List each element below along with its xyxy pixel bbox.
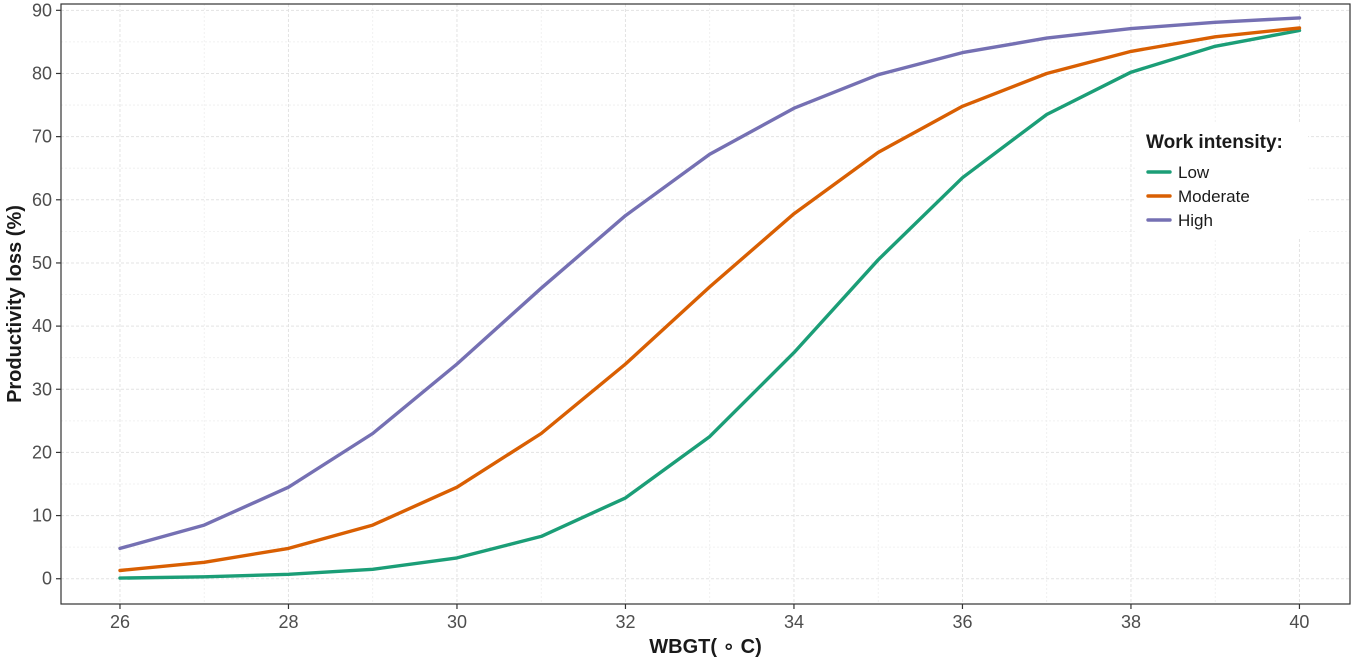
series-line-moderate [118,26,1302,573]
x-tick-label: 30 [447,612,467,632]
y-tick-label: 10 [32,506,52,526]
series-line-low [118,28,1302,580]
legend-items: Low Moderate High [1146,163,1250,230]
y-axis-title: Productivity loss (%) [4,205,26,403]
x-tick-label: 32 [615,612,635,632]
x-tick-label: 38 [1121,612,1141,632]
y-tick-label: 20 [32,442,52,462]
y-tick-label: 90 [32,0,52,20]
y-tick-label: 80 [32,63,52,83]
major-gridlines [61,4,1350,604]
legend-title: Work intensity: [1146,132,1283,153]
x-tick-label: 28 [278,612,298,632]
legend-label-high: High [1178,211,1213,230]
y-tick-label: 50 [32,253,52,273]
legend-label-moderate: Moderate [1178,187,1250,206]
y-tick-label: 70 [32,127,52,147]
y-tick-label: 0 [42,569,52,589]
legend-label-low: Low [1178,163,1210,182]
x-tick-label: 40 [1289,612,1309,632]
series-lines [118,16,1302,580]
series-line-high [118,16,1302,551]
x-tick-label: 26 [110,612,130,632]
x-axis-ticks: 26 28 30 32 34 36 38 40 [110,604,1309,632]
x-tick-label: 36 [952,612,972,632]
y-tick-label: 30 [32,379,52,399]
minor-gridlines [61,4,1350,604]
y-tick-label: 40 [32,316,52,336]
y-tick-label: 60 [32,190,52,210]
plot-panel-border [60,3,1351,605]
legend: Work intensity: Low Moderate High [1136,122,1308,238]
x-axis-title: WBGT( ∘ C) [649,636,762,658]
x-tick-label: 34 [784,612,804,632]
y-axis-ticks: 0 10 20 30 40 50 60 70 80 90 [32,0,61,589]
